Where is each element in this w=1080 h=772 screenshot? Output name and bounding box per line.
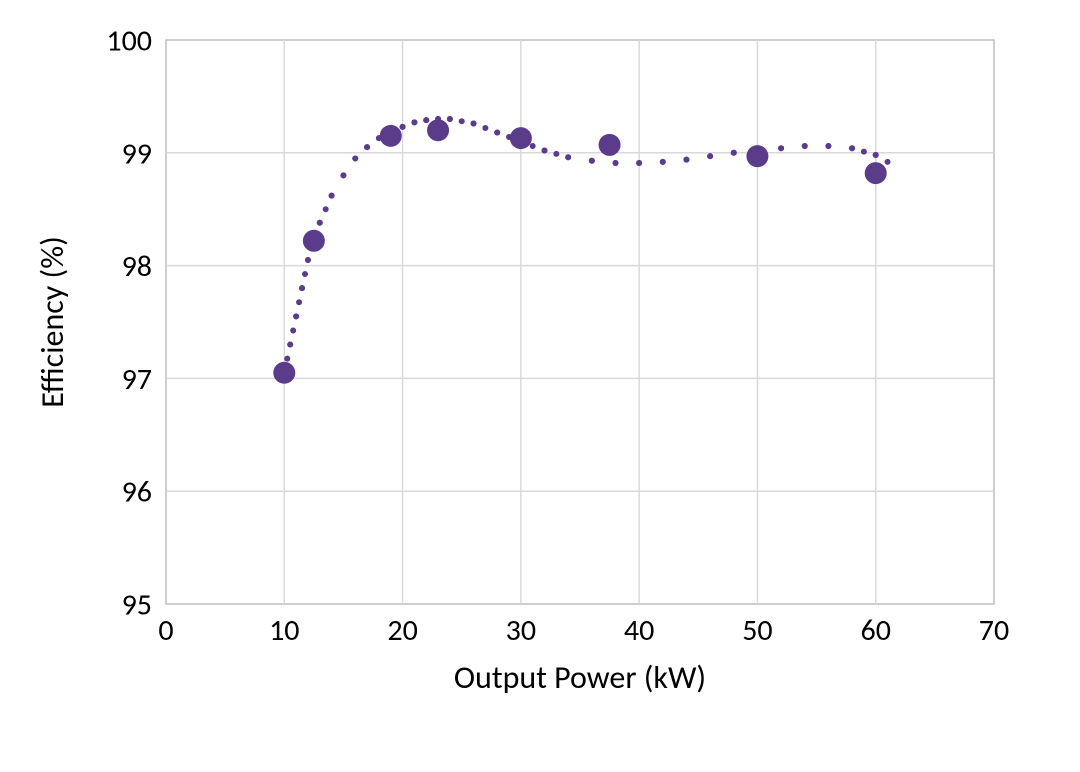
x-tick-label: 70 — [979, 612, 1009, 649]
y-tick-label: 96 — [122, 474, 152, 511]
data-point — [303, 230, 325, 252]
x-tick-label: 10 — [269, 612, 299, 649]
y-tick-label: 98 — [122, 248, 152, 285]
data-point — [380, 125, 402, 147]
x-tick-label: 0 — [158, 612, 173, 649]
x-tick-label: 40 — [624, 612, 654, 649]
x-axis-title: Output Power (kW) — [454, 658, 706, 697]
data-point — [273, 362, 295, 384]
chart-svg: 0 10 20 30 40 50 60 70 95 96 97 98 99 100 Output Power… — [0, 0, 1080, 772]
y-tick-label: 95 — [122, 587, 152, 624]
x-tick-label: 60 — [861, 612, 891, 649]
data-point — [865, 162, 887, 184]
y-axis-title: Efficiency (%) — [33, 236, 72, 408]
x-tick-label: 50 — [742, 612, 772, 649]
y-tick-label: 97 — [122, 361, 152, 398]
x-tick-label: 20 — [387, 612, 417, 649]
efficiency-chart: 0 10 20 30 40 50 60 70 95 96 97 98 99 100 Output Power… — [0, 0, 1080, 772]
y-tick-label: 100 — [106, 23, 152, 60]
data-point — [599, 134, 621, 156]
x-tick-label: 30 — [506, 612, 536, 649]
y-tick-label: 99 — [122, 135, 152, 172]
data-point — [746, 145, 768, 167]
data-point — [510, 127, 532, 149]
data-point — [427, 119, 449, 141]
